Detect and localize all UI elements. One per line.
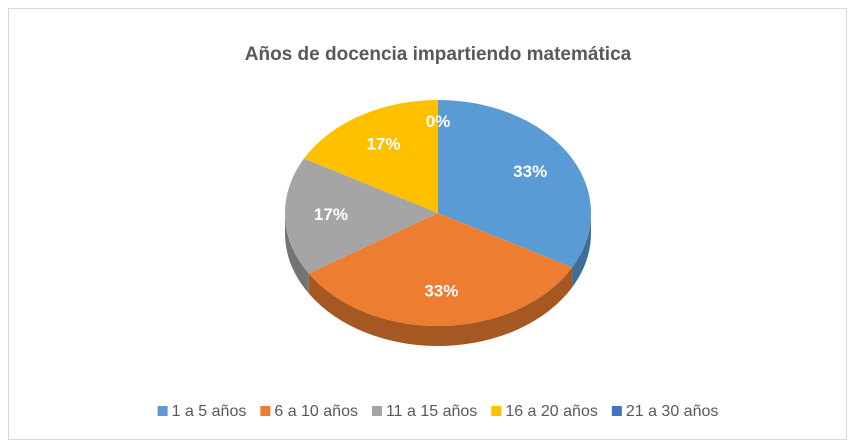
legend-label: 11 a 15 años: [386, 403, 477, 420]
data-label: 33%: [513, 162, 547, 181]
data-label: 33%: [424, 282, 458, 301]
legend-swatch: [260, 406, 271, 416]
pie-slice: [303, 100, 438, 213]
legend-swatch: [157, 406, 168, 416]
legend-label: 21 a 30 años: [626, 403, 719, 420]
pie-slice: [438, 100, 592, 268]
pie-slice-side: [285, 213, 309, 294]
legend-label: 1 a 5 años: [172, 403, 247, 420]
data-label: 17%: [366, 134, 400, 153]
legend-swatch: [371, 406, 382, 416]
legend-swatch: [611, 406, 622, 416]
pie-slice: [308, 213, 573, 327]
data-label: 0%: [426, 112, 451, 131]
legend-label: 6 a 10 años: [274, 403, 358, 420]
data-label: 17%: [314, 205, 348, 224]
pie-slice-side: [572, 213, 591, 288]
legend-label: 16 a 20 años: [505, 403, 598, 420]
chart-title: Años de docencia impartiendo matemática: [245, 44, 632, 65]
pie-slice-side: [308, 267, 573, 347]
pie-slice: [284, 158, 438, 274]
legend-swatch: [491, 406, 502, 416]
